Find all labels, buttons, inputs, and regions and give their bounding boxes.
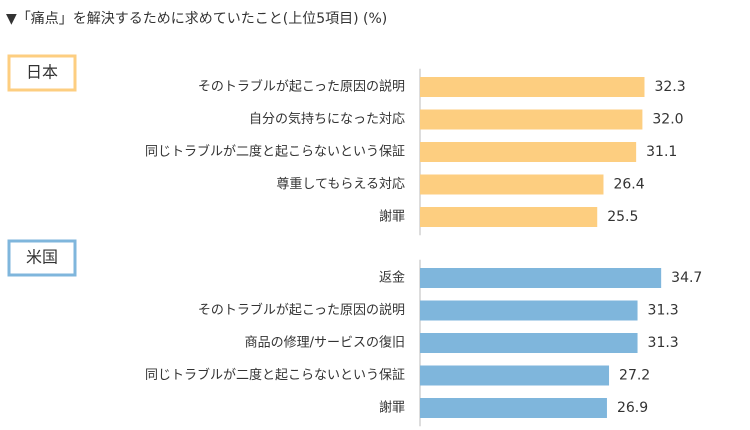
value-label: 25.5 xyxy=(607,209,638,225)
category-label: 同じトラブルが二度と起こらないという保証 xyxy=(145,144,405,160)
category-label: 自分の気持ちになった対応 xyxy=(249,111,405,127)
value-label: 34.7 xyxy=(671,270,702,286)
bar xyxy=(420,365,610,386)
bar xyxy=(420,142,637,162)
category-label: 謝罪 xyxy=(379,401,405,416)
bar xyxy=(420,174,604,195)
category-label: 返金 xyxy=(379,270,405,286)
category-label: 謝罪 xyxy=(379,210,405,225)
bar xyxy=(420,333,638,353)
group-box xyxy=(7,239,77,277)
group-box xyxy=(7,54,77,92)
bar xyxy=(420,268,662,288)
group-label: 米国 xyxy=(26,248,58,267)
category-label: 尊重してもらえる対応 xyxy=(276,176,405,192)
bar xyxy=(420,398,607,418)
value-label: 32.3 xyxy=(654,79,685,95)
bar xyxy=(420,300,638,321)
category-label: 商品の修理/サービスの復旧 xyxy=(245,335,405,351)
value-label: 27.2 xyxy=(619,368,650,384)
bar xyxy=(420,77,645,97)
bar xyxy=(420,109,643,130)
value-label: 31.3 xyxy=(648,303,679,319)
value-label: 26.4 xyxy=(613,177,644,193)
chart-title: ▼「痛点」を解決するために求めていたこと(上位5項目) (%) xyxy=(6,10,387,27)
group-label: 日本 xyxy=(26,63,58,82)
category-label: 同じトラブルが二度と起こらないという保証 xyxy=(145,367,405,383)
value-label: 26.9 xyxy=(617,400,648,416)
category-label: そのトラブルが起こった原因の説明 xyxy=(198,302,405,318)
bar xyxy=(420,207,598,227)
value-label: 31.3 xyxy=(648,335,679,351)
value-label: 31.1 xyxy=(646,144,677,160)
category-label: そのトラブルが起こった原因の説明 xyxy=(198,79,405,95)
value-label: 32.0 xyxy=(652,112,683,128)
